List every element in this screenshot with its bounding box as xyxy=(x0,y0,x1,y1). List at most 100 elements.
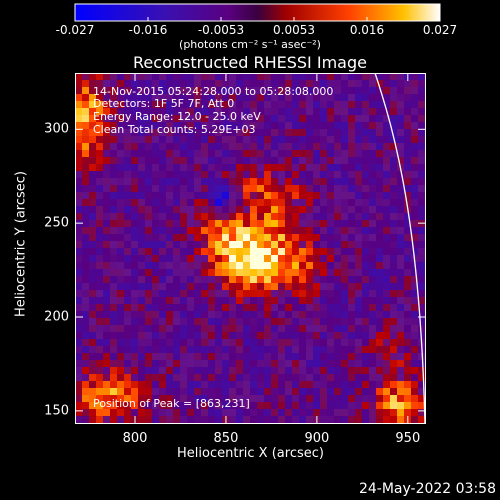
heatmap-cell xyxy=(166,206,174,214)
colorbar-tick-label: 0.016 xyxy=(349,23,385,37)
heatmap-cell xyxy=(159,269,167,277)
heatmap-cell xyxy=(404,143,412,151)
heatmap-cell xyxy=(159,381,167,389)
heatmap-cell xyxy=(194,388,202,396)
heatmap-cell xyxy=(264,255,272,263)
heatmap-cell xyxy=(404,325,412,333)
heatmap-cell xyxy=(166,346,174,354)
heatmap-cell xyxy=(383,150,391,158)
heatmap-plot xyxy=(75,73,426,424)
heatmap-cell xyxy=(117,248,125,256)
heatmap-cell xyxy=(208,143,216,151)
heatmap-cell xyxy=(110,94,118,102)
heatmap-cell xyxy=(110,122,118,130)
heatmap-cell xyxy=(285,157,293,165)
heatmap-cell xyxy=(138,136,146,144)
heatmap-cell xyxy=(278,178,286,186)
heatmap-cell xyxy=(243,108,251,116)
heatmap-cell xyxy=(355,136,363,144)
heatmap-cell xyxy=(159,220,167,228)
heatmap-cell xyxy=(215,353,223,361)
heatmap-cell xyxy=(320,318,328,326)
heatmap-cell xyxy=(320,311,328,319)
heatmap-cell xyxy=(117,122,125,130)
heatmap-cell xyxy=(215,311,223,319)
heatmap-cell xyxy=(89,115,97,123)
heatmap-cell xyxy=(257,115,265,123)
heatmap-cell xyxy=(285,262,293,270)
heatmap-cell xyxy=(271,143,279,151)
heatmap-cell xyxy=(124,136,132,144)
heatmap-cell xyxy=(75,290,83,298)
heatmap-cell xyxy=(89,234,97,242)
heatmap-cell xyxy=(187,269,195,277)
heatmap-cell xyxy=(390,206,398,214)
heatmap-cell xyxy=(418,297,426,305)
heatmap-cell xyxy=(355,248,363,256)
heatmap-cell xyxy=(257,206,265,214)
heatmap-cell xyxy=(306,290,314,298)
heatmap-cell xyxy=(75,150,83,158)
heatmap-cell xyxy=(194,129,202,137)
heatmap-cell xyxy=(369,220,377,228)
heatmap-cell xyxy=(201,269,209,277)
heatmap-cell xyxy=(96,269,104,277)
heatmap-cell xyxy=(152,206,160,214)
heatmap-cell xyxy=(208,220,216,228)
heatmap-cell xyxy=(166,290,174,298)
heatmap-cell xyxy=(327,360,335,368)
heatmap-cell xyxy=(103,276,111,284)
heatmap-cell xyxy=(271,171,279,179)
heatmap-cell xyxy=(348,108,356,116)
heatmap-cell xyxy=(229,101,237,109)
heatmap-cell xyxy=(222,143,230,151)
heatmap-cell xyxy=(131,143,139,151)
heatmap-cell xyxy=(75,353,83,361)
heatmap-cell xyxy=(145,129,153,137)
heatmap-cell xyxy=(292,213,300,221)
heatmap-cell xyxy=(110,241,118,249)
heatmap-cell xyxy=(131,129,139,137)
heatmap-cell xyxy=(117,178,125,186)
heatmap-cell xyxy=(376,360,384,368)
heatmap-cell xyxy=(110,248,118,256)
colorbar xyxy=(74,3,441,22)
heatmap-cell xyxy=(229,248,237,256)
heatmap-cell xyxy=(180,248,188,256)
heatmap-cell xyxy=(145,150,153,158)
heatmap-cell xyxy=(180,297,188,305)
heatmap-cell xyxy=(334,94,342,102)
heatmap-cell xyxy=(306,339,314,347)
heatmap-cell xyxy=(313,185,321,193)
heatmap-cell xyxy=(187,395,195,403)
heatmap-cell xyxy=(96,206,104,214)
heatmap-cell xyxy=(320,241,328,249)
heatmap-cell xyxy=(327,269,335,277)
heatmap-cell xyxy=(341,262,349,270)
heatmap-cell xyxy=(96,402,104,410)
heatmap-cell xyxy=(341,360,349,368)
heatmap-cell xyxy=(145,192,153,200)
heatmap-cell xyxy=(243,255,251,263)
heatmap-cell xyxy=(180,234,188,242)
heatmap-cell xyxy=(390,395,398,403)
heatmap-cell xyxy=(103,241,111,249)
heatmap-cell xyxy=(404,248,412,256)
heatmap-cell xyxy=(89,87,97,95)
heatmap-cell xyxy=(89,164,97,172)
heatmap-cell xyxy=(96,122,104,130)
heatmap-cell xyxy=(166,73,174,81)
heatmap-cell xyxy=(208,248,216,256)
heatmap-cell xyxy=(145,332,153,340)
heatmap-cell xyxy=(173,339,181,347)
heatmap-cell xyxy=(229,346,237,354)
heatmap-cell xyxy=(278,297,286,305)
heatmap-cell xyxy=(271,115,279,123)
heatmap-cell xyxy=(292,129,300,137)
heatmap-cell xyxy=(117,381,125,389)
heatmap-cell xyxy=(369,143,377,151)
heatmap-cell xyxy=(299,164,307,172)
heatmap-cell xyxy=(362,346,370,354)
heatmap-cell xyxy=(222,234,230,242)
heatmap-cell xyxy=(243,318,251,326)
